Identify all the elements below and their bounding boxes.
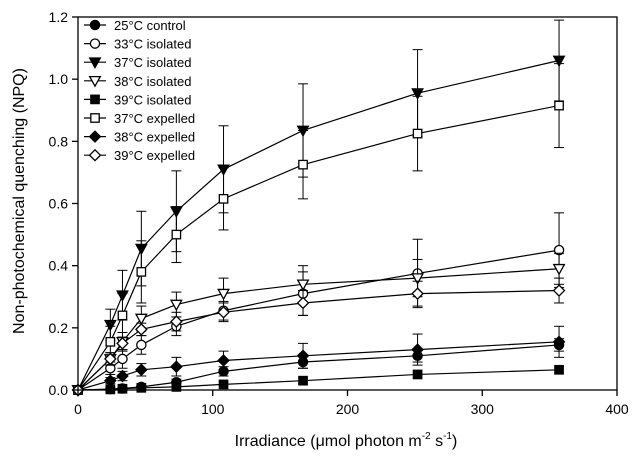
x-tick-label: 0 [74, 401, 82, 417]
axes: 0 100 200 300 400 0.0 0.2 0.4 0.6 0.8 1.0 1.2 [49, 9, 629, 417]
data-point [116, 369, 129, 383]
legend-label: 38°C expelled [114, 130, 195, 145]
x-axis-title-unit: mol photon m [325, 433, 422, 450]
legend-entry: 25°C control [84, 18, 186, 33]
data-point [217, 305, 230, 319]
data-point [296, 349, 310, 363]
data-point [169, 299, 183, 312]
data-point [296, 279, 310, 292]
series-square-open [73, 63, 565, 395]
legend-entry: 37°C isolated [84, 55, 191, 70]
data-point [411, 273, 424, 285]
legend-marker [90, 94, 100, 105]
legend-marker [88, 75, 102, 88]
legend-label: 37°C expelled [114, 111, 195, 126]
data-point [552, 263, 566, 276]
data-point [117, 310, 128, 321]
data-point [117, 353, 128, 365]
data-point [412, 369, 423, 380]
data-point [217, 288, 230, 301]
x-tick-label: 200 [336, 401, 360, 417]
x-tick-label: 400 [605, 401, 629, 417]
data-point [552, 335, 566, 349]
series-diamond-filled [71, 325, 566, 397]
legend-label: 39°C isolated [114, 92, 191, 107]
data-point [296, 296, 310, 310]
data-point [218, 193, 229, 204]
x-axis-title: Irradiance (μmol photon m-2 s-1) [235, 431, 458, 450]
data-point [104, 352, 117, 366]
legend-marker [89, 38, 101, 49]
data-point [411, 343, 424, 356]
legend-label: 37°C isolated [114, 55, 191, 70]
legend-entry: 39°C expelled [84, 148, 195, 163]
data-point [412, 128, 423, 139]
data-point [171, 382, 182, 392]
x-axis-title-mid: s [431, 433, 443, 450]
data-point [103, 319, 117, 332]
data-point [116, 337, 129, 350]
y-tick-label: 0.6 [49, 196, 69, 212]
data-point [554, 100, 564, 111]
data-point [134, 313, 148, 326]
data-point [136, 382, 147, 393]
x-axis-title-mu: μ [316, 433, 325, 450]
data-point [552, 284, 566, 297]
legend-label: 25°C control [114, 18, 186, 33]
legend-marker [88, 57, 102, 69]
legend-entry: 38°C expelled [84, 130, 195, 145]
data-point [117, 383, 128, 394]
legend-label: 33°C isolated [114, 37, 191, 52]
legend-marker [88, 130, 102, 143]
y-tick-label: 0.0 [49, 382, 69, 398]
data-point [136, 339, 147, 351]
legend-entry: 33°C isolated [84, 37, 191, 52]
y-tick-label: 0.8 [49, 133, 69, 149]
data-point [135, 323, 148, 336]
y-tick-label: 0.2 [49, 320, 69, 336]
data-point [298, 375, 308, 386]
data-point [171, 229, 182, 240]
legend: 25°C control 33°C isolated 37°C isolated 38… [84, 18, 195, 163]
legend-entry: 38°C isolated [84, 74, 191, 89]
legend-label: 38°C isolated [114, 74, 191, 89]
data-point [136, 267, 147, 277]
x-axis-title-sup1: -2 [422, 431, 431, 442]
legend-marker [88, 148, 102, 162]
legend-entry: 39°C isolated [84, 92, 191, 107]
legend-label: 39°C expelled [114, 148, 195, 163]
legend-marker [90, 113, 100, 123]
plot-area [71, 19, 566, 397]
data-point [217, 354, 230, 367]
data-point [170, 315, 183, 328]
y-tick-label: 1.2 [49, 9, 69, 25]
legend-marker [89, 19, 101, 31]
data-point [218, 379, 229, 390]
data-point [411, 88, 424, 100]
x-tick-label: 300 [471, 401, 495, 417]
y-axis-title: Non-photochemical quenching (NPQ) [11, 68, 28, 334]
x-axis-title-main: Irradiance ( [235, 433, 317, 450]
x-axis-title-end: ) [452, 433, 457, 450]
data-point [554, 364, 564, 375]
data-point [105, 336, 116, 347]
data-point [170, 360, 183, 374]
data-point [104, 374, 117, 387]
y-tick-label: 0.4 [49, 258, 69, 274]
y-tick-label: 1.0 [49, 71, 69, 87]
x-tick-label: 100 [201, 401, 225, 417]
data-point [135, 363, 148, 377]
legend-entry: 37°C expelled [84, 111, 195, 126]
data-point [552, 55, 566, 68]
data-point [411, 287, 424, 300]
x-axis-title-sup2: -1 [443, 431, 452, 442]
data-point [298, 159, 308, 170]
